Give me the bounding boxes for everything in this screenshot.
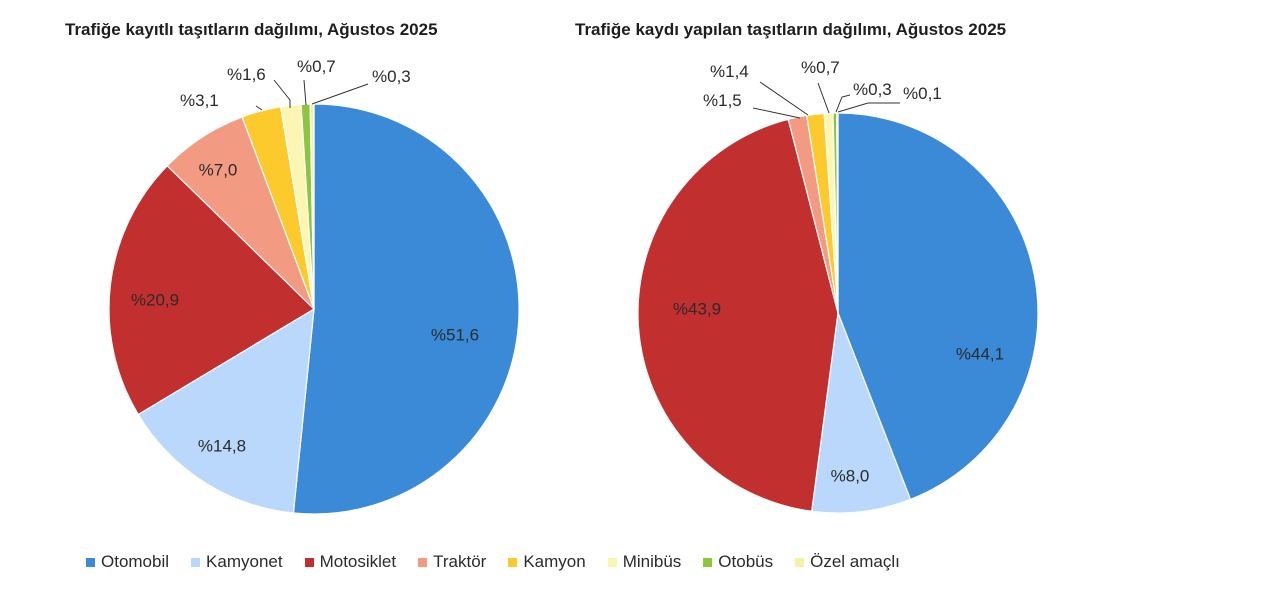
pie-slice-motosiklet: [108, 165, 315, 416]
legend-swatch: [304, 557, 314, 567]
legend-swatch: [418, 557, 428, 567]
legend-item-kamyon: Kamyon: [508, 552, 586, 572]
legend-swatch: [508, 557, 518, 567]
data-label-otomobil: %51,6: [431, 325, 479, 344]
legend-item-minibus: Minibüs: [607, 552, 682, 572]
leader-line-otobus: [303, 79, 307, 106]
data-label-motosiklet: %20,9: [131, 290, 179, 309]
legend-item-motosiklet: Motosiklet: [304, 552, 397, 572]
legend-label: Otomobil: [101, 552, 170, 571]
data-label-kamyon: %1,4: [710, 62, 749, 81]
pie-slice-kamyonet: [811, 312, 912, 514]
legend-label: Minibüs: [622, 552, 682, 571]
data-label-minibus: %1,6: [227, 65, 266, 84]
legend-item-otobus: Otobüs: [703, 552, 773, 572]
pie-slice-kamyonet: [137, 307, 315, 514]
pie-registered: %51,6 %14,8 %20,9 %7,0 %3,1 %1,6 %0,7 %0,3: [108, 57, 520, 515]
legend-item-ozel-amacli: Özel amaçlı: [795, 552, 900, 572]
legend-item-traktor: Traktör: [418, 552, 486, 572]
legend-swatch: [607, 557, 617, 567]
legend-label: Özel amaçlı: [810, 552, 900, 571]
legend-swatch: [191, 557, 201, 567]
leader-line-minibus: [817, 82, 830, 114]
legend-label: Motosiklet: [319, 552, 397, 571]
pie-slice-otomobil: [837, 112, 1039, 501]
data-label-minibus: %0,7: [801, 58, 840, 77]
legend-item-otomobil: Otomobil: [86, 552, 169, 572]
legend-label: Kamyon: [523, 552, 586, 571]
leader-line-kamyon: [255, 105, 263, 111]
data-label-motosiklet: %43,9: [673, 299, 721, 318]
data-label-traktor: %1,5: [703, 91, 742, 110]
pie-newly-registered: %44,1 %8,0 %43,9 %1,5 %1,4 %0,7 %0,3 %0,1: [637, 58, 1039, 514]
legend-item-kamyonet: Kamyonet: [191, 552, 283, 572]
pie-slice-motosiklet: [637, 118, 839, 512]
chart-title-registered: Trafiğe kayıtlı taşıtların dağılımı, Ağu…: [65, 20, 438, 39]
pie-slice-ozel-amacli: [836, 112, 839, 314]
legend-label: Otobüs: [718, 552, 774, 571]
pie-slice-otomobil: [292, 103, 520, 515]
leader-line-minibus: [273, 79, 291, 108]
data-label-kamyonet: %8,0: [831, 466, 870, 485]
data-label-otomobil: %44,1: [956, 344, 1004, 363]
legend: Otomobil Kamyonet Motosiklet Traktör Kamyon M…: [86, 552, 922, 572]
leader-line-traktor: [752, 107, 801, 119]
leader-line-ozel-amacli: [311, 83, 369, 105]
leader-line-otobus: [835, 94, 851, 113]
data-label-otobus: %0,3: [853, 80, 892, 99]
data-label-kamyon: %3,1: [180, 91, 219, 110]
legend-swatch: [86, 557, 95, 567]
data-label-ozel-amacli: %0,3: [372, 67, 411, 86]
legend-label: Kamyonet: [206, 552, 283, 571]
data-label-ozel-amacli: %0,1: [903, 84, 942, 103]
data-label-kamyonet: %14,8: [198, 436, 246, 455]
chart-title-newly-registered: Trafiğe kaydı yapılan taşıtların dağılım…: [575, 20, 1007, 39]
leader-line-kamyon: [759, 81, 809, 116]
legend-label: Traktör: [433, 552, 487, 571]
data-label-otobus: %0,7: [297, 57, 336, 76]
legend-swatch: [795, 557, 805, 567]
legend-swatch: [703, 557, 713, 567]
leader-line-ozel-amacli: [837, 102, 900, 113]
data-label-traktor: %7,0: [199, 160, 238, 179]
